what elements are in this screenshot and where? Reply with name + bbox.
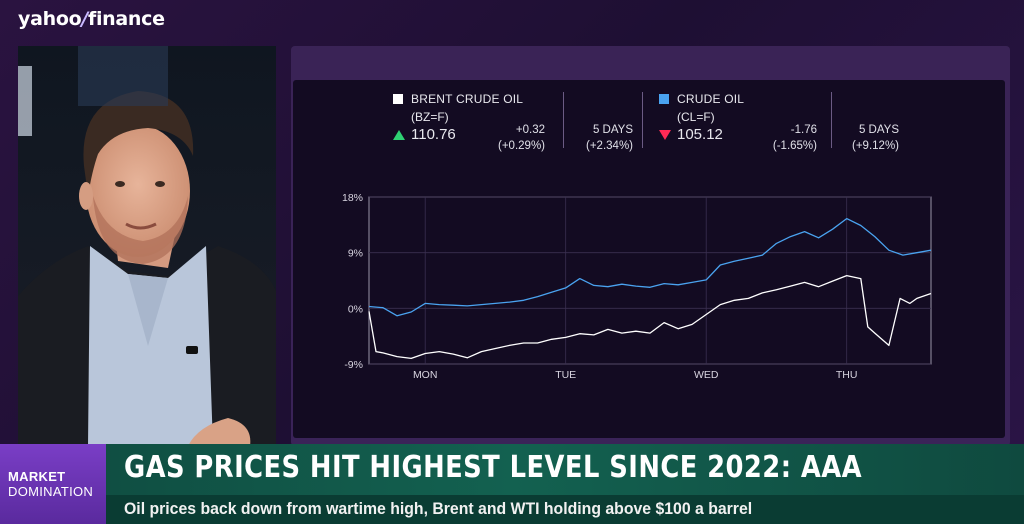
crude-5day-change: (+9.12%) [852, 140, 899, 152]
up-arrow-icon [393, 129, 405, 140]
brent-change: +0.32 (+0.29%) [483, 122, 545, 154]
crude-change-pct: (-1.65%) [772, 140, 817, 152]
crude-quote: CRUDE OIL (CL=F) 105.12 [659, 92, 744, 143]
chart-area: BRENT CRUDE OIL (BZ=F) 110.76 +0.32 (+0.… [293, 80, 1005, 438]
anchor-video-feed [18, 46, 276, 446]
divider [642, 92, 643, 148]
yahoo-finance-logo: yahoo/finance [18, 8, 165, 30]
logo-slash: / [81, 8, 88, 30]
studio-light [18, 66, 32, 136]
crude-legend-swatch [659, 94, 669, 104]
crude-change: -1.76 (-1.65%) [755, 122, 817, 154]
y-tick-label: 9% [348, 248, 363, 260]
y-tick-label: -9% [344, 359, 363, 371]
chart-panel: BRENT CRUDE OIL (BZ=F) 110.76 +0.32 (+0.… [291, 46, 1010, 446]
divider [831, 92, 832, 148]
x-tick-label: MON [413, 369, 438, 381]
y-tick-label: 0% [348, 303, 363, 315]
crude-price-row: 105.12 [659, 126, 744, 143]
down-arrow-icon [659, 129, 671, 140]
brent-quote: BRENT CRUDE OIL (BZ=F) 110.76 [393, 92, 523, 143]
crude-name-label: CRUDE OIL [677, 92, 745, 106]
series-line-crude-oil [368, 217, 932, 317]
studio-backdrop [78, 46, 168, 106]
price-line-chart: 18% 9% 0% -9% MON TUE WED THU [342, 192, 932, 381]
brent-name: BRENT CRUDE OIL [393, 92, 523, 106]
crude-5day: 5 DAYS (+9.12%) [839, 122, 899, 154]
brent-symbol: (BZ=F) [411, 110, 449, 124]
logo-text-yahoo: yahoo [18, 8, 82, 30]
brent-name-label: BRENT CRUDE OIL [411, 92, 524, 106]
x-tick-label: TUE [555, 369, 576, 381]
subheadline: Oil prices back down from wartime high, … [124, 499, 753, 518]
brent-change-pct: (+0.29%) [498, 140, 545, 152]
crude-change-value: -1.76 [790, 124, 817, 136]
crude-symbol: (CL=F) [677, 110, 715, 124]
crude-name: CRUDE OIL [659, 92, 744, 106]
anchor-person-image [18, 91, 276, 446]
show-name-badge: MARKET DOMINATION [0, 444, 106, 524]
crude-price: 105.12 [677, 126, 723, 143]
brent-change-value: +0.32 [515, 124, 545, 136]
x-tick-label: WED [694, 369, 719, 381]
brent-legend-swatch [393, 94, 403, 104]
x-tick-label: THU [836, 369, 858, 381]
brent-5day-label: 5 DAYS [592, 124, 633, 136]
brent-price: 110.76 [411, 126, 456, 143]
brent-price-row: 110.76 [393, 126, 523, 143]
divider [563, 92, 564, 148]
subheadline-bar [106, 495, 1024, 524]
show-name-line1: MARKET [8, 469, 66, 484]
y-tick-label: 18% [342, 192, 363, 204]
show-name-line2: DOMINATION [8, 484, 94, 499]
headline: GAS PRICES HIT HIGHEST LEVEL SINCE 2022:… [124, 450, 863, 485]
brent-5day: 5 DAYS (+2.34%) [573, 122, 633, 154]
series-line-brent-crude-oil [368, 274, 932, 360]
logo-text-finance: finance [87, 8, 165, 30]
crude-5day-label: 5 DAYS [858, 124, 899, 136]
brent-5day-change: (+2.34%) [586, 140, 633, 152]
